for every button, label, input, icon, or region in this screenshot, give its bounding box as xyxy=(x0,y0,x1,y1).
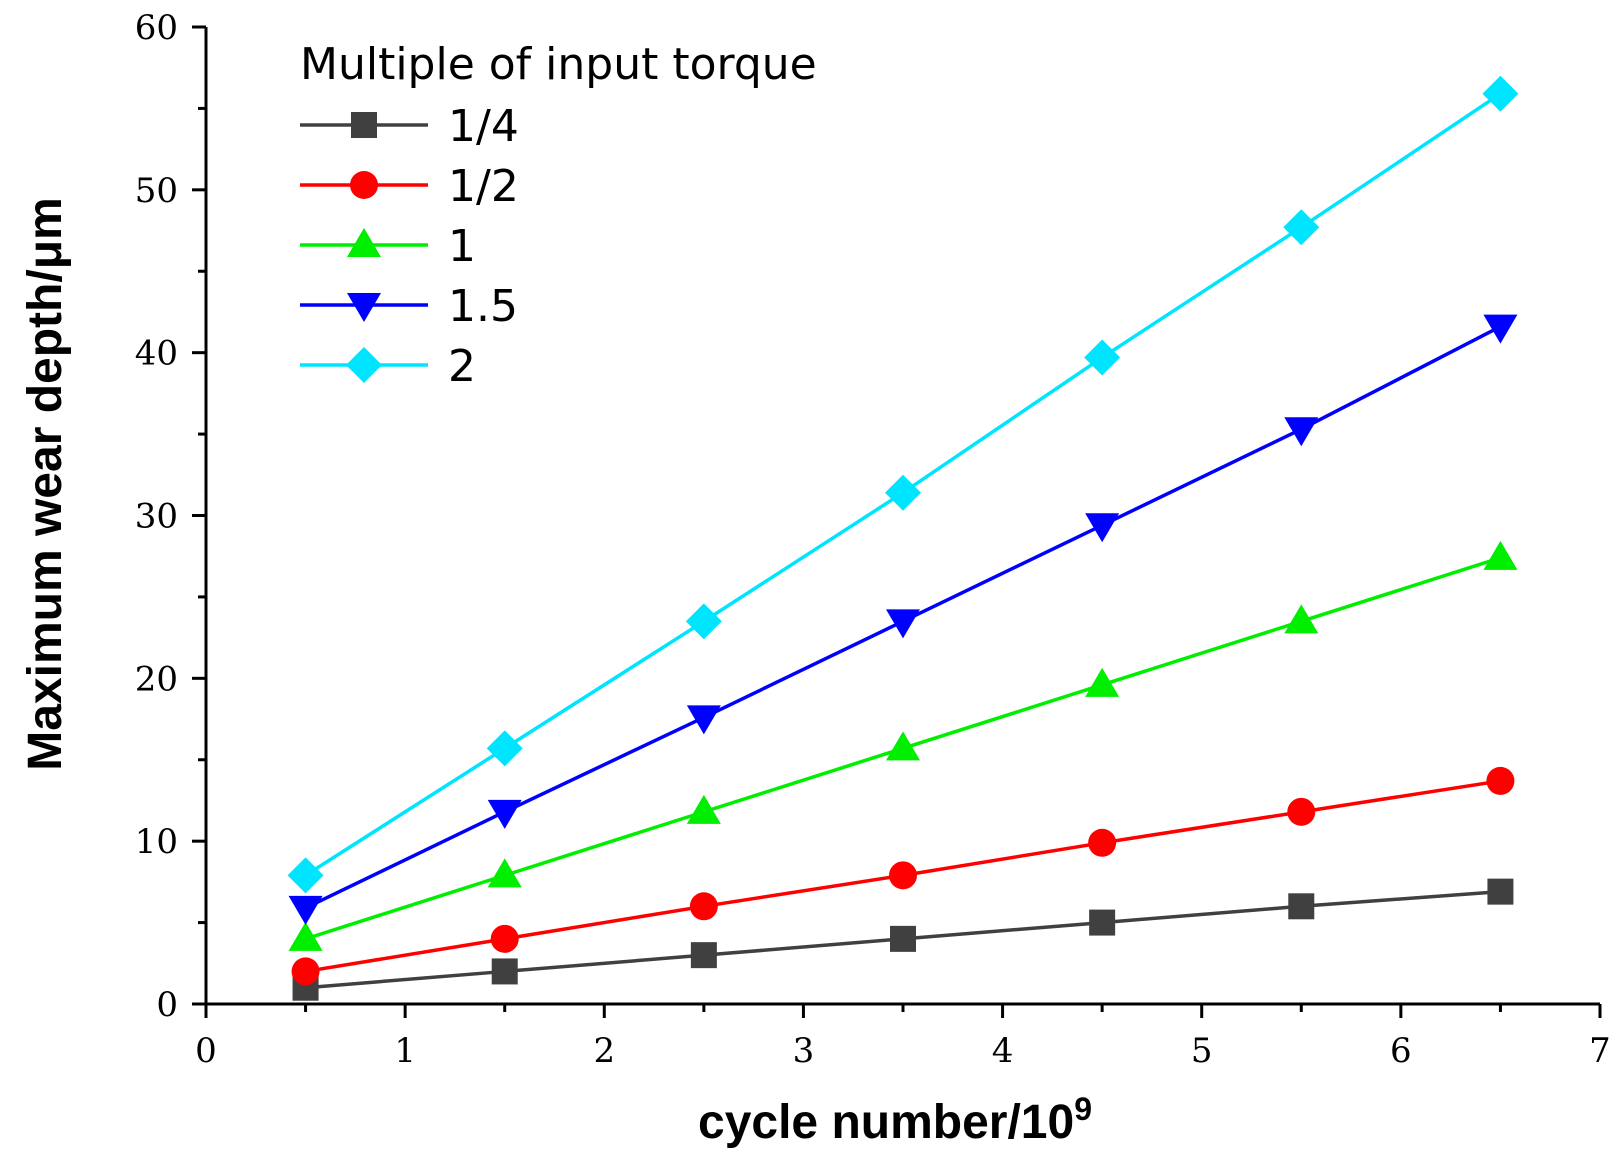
x-tick-label: 3 xyxy=(793,1031,815,1071)
data-point xyxy=(1486,766,1515,795)
x-tick-label: 2 xyxy=(593,1031,615,1071)
data-point xyxy=(1287,797,1316,826)
x-tick-label: 6 xyxy=(1390,1031,1412,1071)
data-point xyxy=(690,942,717,969)
data-point xyxy=(291,957,320,986)
x-axis-title-text: cycle number/10 xyxy=(698,1096,1074,1149)
y-tick-label: 40 xyxy=(135,334,178,374)
data-point xyxy=(288,921,323,951)
data-point xyxy=(890,925,916,952)
y-tick-label: 10 xyxy=(135,822,178,862)
data-point xyxy=(1089,909,1116,936)
data-point xyxy=(889,861,917,890)
series-1-4 xyxy=(292,878,1514,1001)
series-1-2 xyxy=(291,766,1515,986)
data-point xyxy=(487,858,522,888)
series-layer xyxy=(287,75,1519,1001)
data-point xyxy=(1487,878,1514,905)
legend-swatch-marker xyxy=(346,347,382,383)
data-point xyxy=(288,895,323,925)
data-point xyxy=(287,857,324,894)
data-point xyxy=(686,794,721,824)
legend-item: 1/2 xyxy=(300,161,519,212)
legend-label: 1/2 xyxy=(448,161,519,212)
legend-label: 1/4 xyxy=(448,101,519,152)
data-point xyxy=(686,705,721,735)
data-point xyxy=(486,730,523,767)
y-tick-label: 30 xyxy=(135,497,178,537)
x-axis-title-superscript: 9 xyxy=(1074,1091,1092,1127)
legend-swatch-marker xyxy=(347,228,381,257)
data-point xyxy=(490,924,519,953)
data-point xyxy=(1084,339,1121,376)
x-tick-label: 7 xyxy=(1589,1031,1611,1071)
legend-swatch-marker xyxy=(351,112,377,138)
legend-swatch-marker xyxy=(347,293,381,322)
data-point xyxy=(1288,893,1315,920)
x-tick-label: 0 xyxy=(195,1031,217,1071)
x-axis-title: cycle number/109 xyxy=(698,1091,1092,1149)
series-2 xyxy=(287,75,1519,894)
legend-item: 1/4 xyxy=(300,101,519,152)
data-point xyxy=(1085,667,1120,697)
legend-item: 1.5 xyxy=(300,281,518,332)
x-tick-label: 1 xyxy=(394,1031,416,1071)
legend-swatch-marker xyxy=(350,171,378,199)
x-tick-label: 5 xyxy=(1191,1031,1213,1071)
data-point xyxy=(1283,209,1320,246)
data-point xyxy=(1085,513,1120,543)
series-1 xyxy=(288,540,1518,951)
data-point xyxy=(685,603,722,640)
legend-label: 1 xyxy=(448,221,476,272)
data-point xyxy=(886,609,920,639)
y-tick-label: 0 xyxy=(156,985,178,1025)
legend-item: 1 xyxy=(300,221,476,272)
data-point xyxy=(689,892,718,921)
data-point xyxy=(886,731,920,761)
y-tick-label: 50 xyxy=(135,171,178,211)
data-point xyxy=(491,958,518,985)
data-point xyxy=(1284,604,1319,634)
legend-label: 1.5 xyxy=(448,281,518,332)
data-point xyxy=(1483,540,1518,570)
legend: Multiple of input torque 1/4 1/2 1 1.5 2 xyxy=(300,39,817,392)
data-point xyxy=(1482,75,1519,112)
data-point xyxy=(885,474,921,511)
legend-label: 2 xyxy=(448,341,476,392)
x-tick-label: 4 xyxy=(992,1031,1014,1071)
y-axis-title: Maximum wear depth/μm xyxy=(19,197,72,771)
legend-title: Multiple of input torque xyxy=(300,39,817,90)
series-1-5 xyxy=(288,314,1518,925)
y-tick-label: 20 xyxy=(135,659,178,699)
data-point xyxy=(1284,417,1319,447)
data-point xyxy=(487,799,522,829)
data-point xyxy=(1088,828,1117,857)
data-point xyxy=(1483,314,1518,344)
y-tick-label: 60 xyxy=(135,8,178,48)
legend-item: 2 xyxy=(300,341,476,392)
axes: 0 1 2 3 4 5 6 7 0 10 20 30 40 50 60 xyxy=(135,8,1611,1071)
